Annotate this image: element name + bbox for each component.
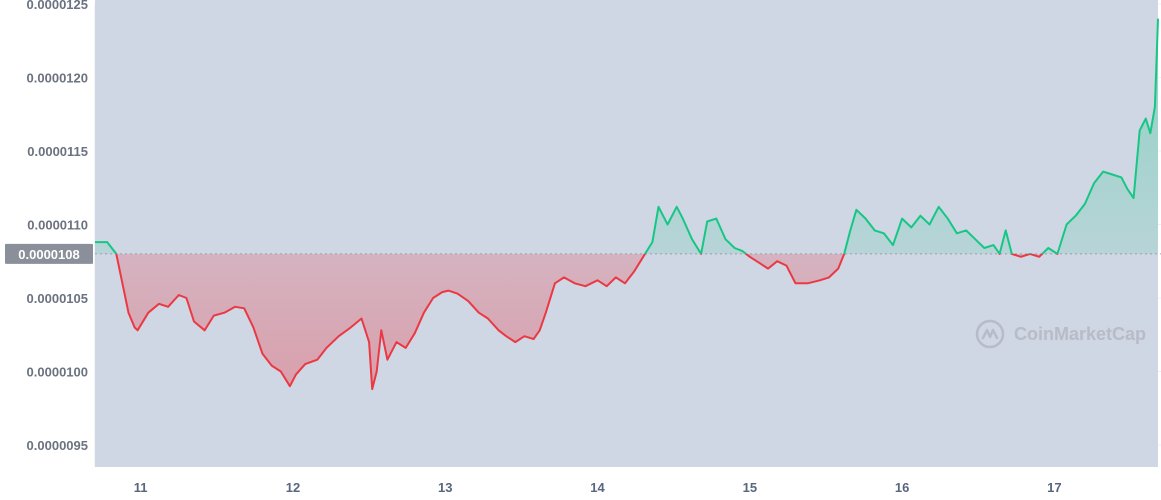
reference-price-label: 0.0000108 <box>18 247 79 262</box>
price-area-down <box>116 253 1058 390</box>
coinmarketcap-logo-mark <box>981 328 999 340</box>
price-line-up <box>95 18 1159 254</box>
x-tick-label: 11 <box>134 480 148 495</box>
x-tick-label: 14 <box>590 480 605 495</box>
y-tick-label: 0.0000110 <box>27 217 88 232</box>
y-tick-label: 0.0000125 <box>27 0 88 12</box>
x-tick-label: 15 <box>743 480 757 495</box>
watermark-text: CoinMarketCap <box>1014 324 1146 344</box>
volume-area <box>95 0 1158 467</box>
x-tick-label: 12 <box>286 480 300 495</box>
x-tick-label: 17 <box>1047 480 1061 495</box>
x-tick-label: 16 <box>895 480 909 495</box>
y-tick-label: 0.0000115 <box>27 144 88 159</box>
coinmarketcap-logo-icon <box>975 319 1005 349</box>
y-tick-label: 0.0000105 <box>27 291 88 306</box>
reference-price-badge <box>5 243 93 264</box>
x-tick-label: 13 <box>438 480 452 495</box>
y-tick-label: 0.0000100 <box>27 364 88 379</box>
price-line-down <box>115 253 1059 391</box>
y-tick-label: 0.0000120 <box>27 70 88 85</box>
y-tick-label: 0.0000095 <box>27 438 88 453</box>
